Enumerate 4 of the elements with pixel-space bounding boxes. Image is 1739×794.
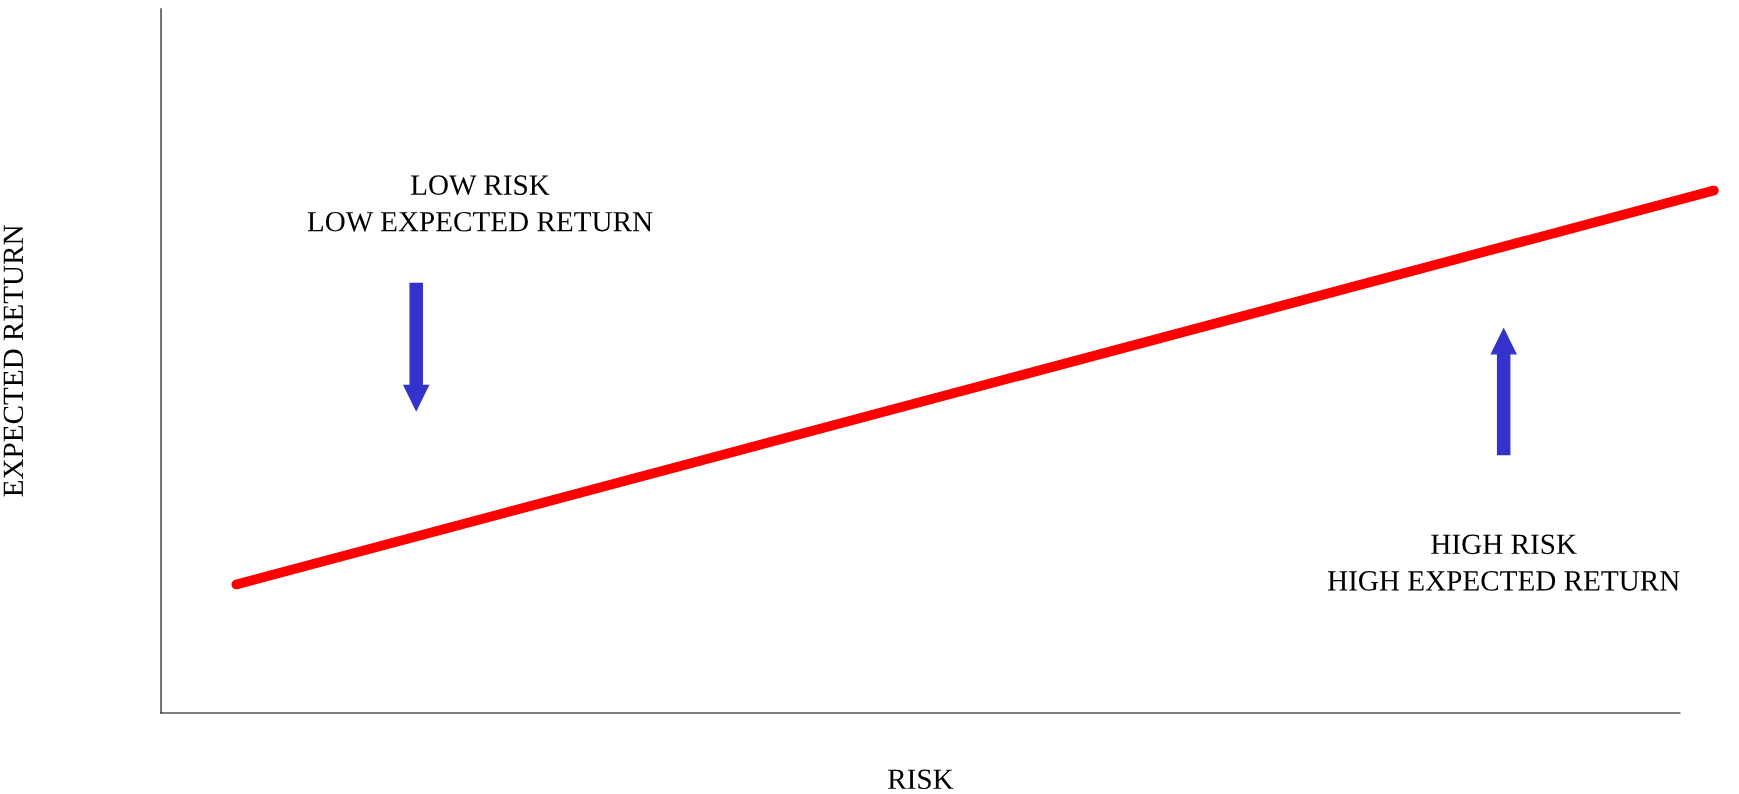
- x-axis-title: RISK: [888, 769, 954, 790]
- annotation: LOW RISK LOW EXPECTED RETURN: [307, 175, 653, 232]
- y-axis-title: EXPECTED RETURN: [3, 225, 24, 497]
- annotation: HIGH RISK HIGH EXPECTED RETURN: [1327, 534, 1680, 591]
